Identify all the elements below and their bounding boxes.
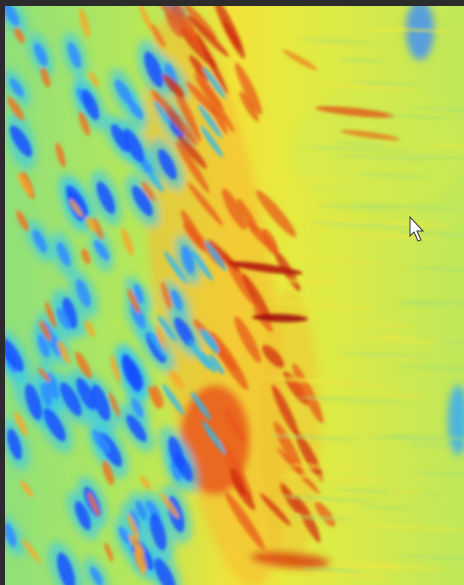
- heatmap-image: [0, 0, 464, 585]
- page: (() => { const ns = 'http://www.w3.org/2…: [0, 0, 464, 585]
- screenshot: [0, 0, 464, 585]
